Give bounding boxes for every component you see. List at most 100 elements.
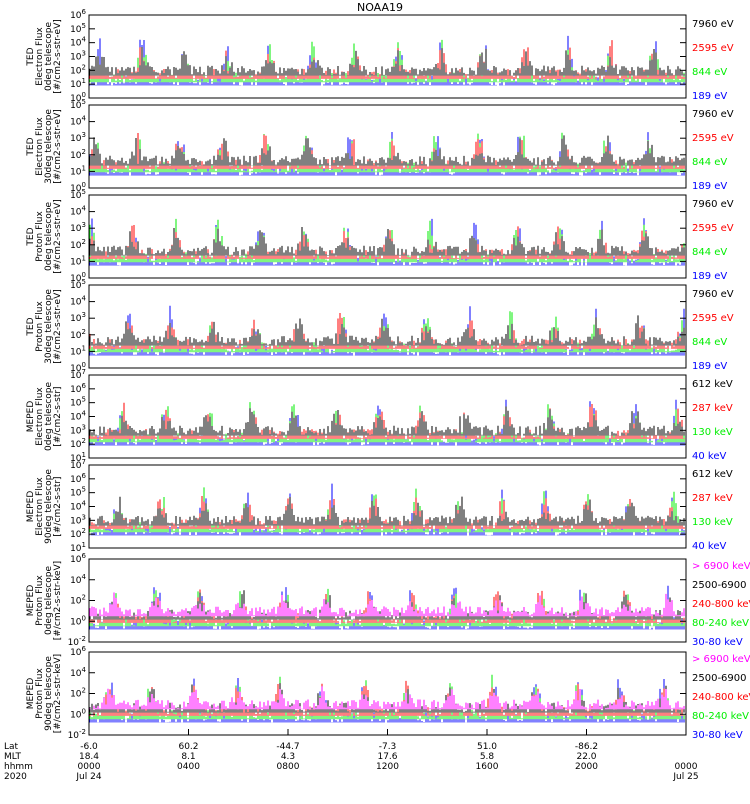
legend-entry: > 6900 keV [692,561,750,572]
x-tick-label: -6.0 [80,742,98,752]
panel-frame [88,558,687,643]
x-tick-label: -44.7 [276,742,299,752]
legend-entry: 130 keV [692,427,733,438]
legend-entry: 844 eV [692,337,727,348]
y-axis-label: 0deg telescope [44,382,54,452]
y-axis-label: [#/cm2-s-str-eV] [53,289,63,364]
series-trace [89,683,685,713]
y-tick-label: 102 [70,63,86,76]
x-tick-label: 51.0 [477,742,497,752]
y-axis-label: 0deg telescope [44,566,54,636]
y-axis-label: 90deg telescope [44,656,54,731]
y-axis-label: Proton Flux [35,301,45,352]
series-trace [89,133,685,169]
y-axis-label: Electron Flux [35,477,45,536]
series-trace [89,218,685,263]
y-tick-label: 101 [70,254,86,267]
series-trace [89,47,685,76]
y-axis-label: 90deg telescope [44,469,54,544]
x-row-name: 2020 [4,772,27,782]
y-axis-label: [#/cm2-s-str-keV] [53,654,63,733]
y-tick-label: 101 [70,77,86,90]
legend-entry: 80-240 keV [692,618,749,629]
x-tick-label: 1600 [476,762,499,772]
series-trace [89,585,685,630]
y-tick-label: 102 [70,437,86,450]
series-trace [89,135,685,166]
series-trace [89,227,685,256]
y-tick-label: 102 [70,328,86,341]
x-tick-label: 8.1 [181,752,195,762]
series-trace [89,680,685,716]
series-trace [89,496,685,526]
y-tick-label: 103 [70,423,86,436]
panel-frame [88,104,687,189]
y-tick-label: 103 [70,50,86,63]
y-axis-label: Electron Flux [35,387,45,446]
y-axis-label: Electron Flux [35,117,45,176]
series-trace [89,402,685,439]
x-tick-label: 0000 [78,762,101,772]
y-axis-label: TED [26,47,36,66]
y-axis-label: Proton Flux [35,575,45,626]
y-tick-label: 102 [70,148,86,161]
y-axis-label: Proton Flux [35,211,45,262]
x-tick-label: 0800 [277,762,300,772]
y-tick-label: 102 [70,527,86,540]
legend-entry: 40 keV [692,451,726,462]
y-tick-label: 105 [70,396,86,409]
series-trace [89,592,685,617]
y-axis-label: 30deg telescope [44,109,54,184]
legend-entry: 844 eV [692,247,727,258]
series-trace [89,225,685,259]
legend-entry: 189 eV [692,361,727,372]
series-trace [89,40,685,79]
legend-entry: 30-80 keV [692,637,743,648]
legend-entry: 287 keV [692,493,733,504]
y-tick-label: 102 [70,594,86,607]
legend-entry: 844 eV [692,67,727,78]
panel-frame [88,284,687,369]
y-axis-label: MEPED [26,585,36,617]
y-axis-label: 30deg telescope [44,289,54,364]
x-tick-label: 60.2 [178,742,198,752]
x-tick-label: -86.2 [575,742,598,752]
y-axis-label: Proton Flux [35,668,45,719]
series-trace [89,35,685,86]
legend-entry: 189 eV [692,181,727,192]
panel-frame [88,194,687,279]
series-trace [89,313,685,349]
y-axis-label: 0deg telescope [44,202,54,272]
legend-entry: 287 keV [692,403,733,414]
series-trace [89,589,685,623]
legend-entry: 2595 eV [692,43,734,54]
y-axis-label: MEPED [26,678,36,710]
series-trace [89,39,685,83]
y-tick-label: 105 [70,486,86,499]
y-axis-label: [#/cm2-s-str-keV] [53,561,63,640]
series-trace [89,678,685,723]
legend-entry: 612 keV [692,469,733,480]
legend-entry: 7960 eV [692,199,734,210]
y-axis-label: Electron Flux [35,27,45,86]
y-tick-label: 104 [70,666,86,679]
legend-entry: 7960 eV [692,109,734,120]
y-tick-label: 101 [70,344,86,357]
x-tick-label: 17.6 [377,752,397,762]
y-tick-label: 104 [70,500,86,513]
y-axis-label: [#/cm2-s-str] [53,476,63,536]
y-axis-label: [#/cm2-s-str-eV] [53,109,63,184]
legend-entry: 130 keV [692,517,733,528]
legend-entry: 612 keV [692,379,733,390]
x-row-name: hhmm [4,762,33,772]
y-tick-label: 106 [70,8,86,21]
x-tick-label: -7.3 [379,742,397,752]
x-tick-label: Jul 24 [75,772,101,782]
series-trace [89,315,685,346]
y-tick-label: 104 [70,115,86,128]
